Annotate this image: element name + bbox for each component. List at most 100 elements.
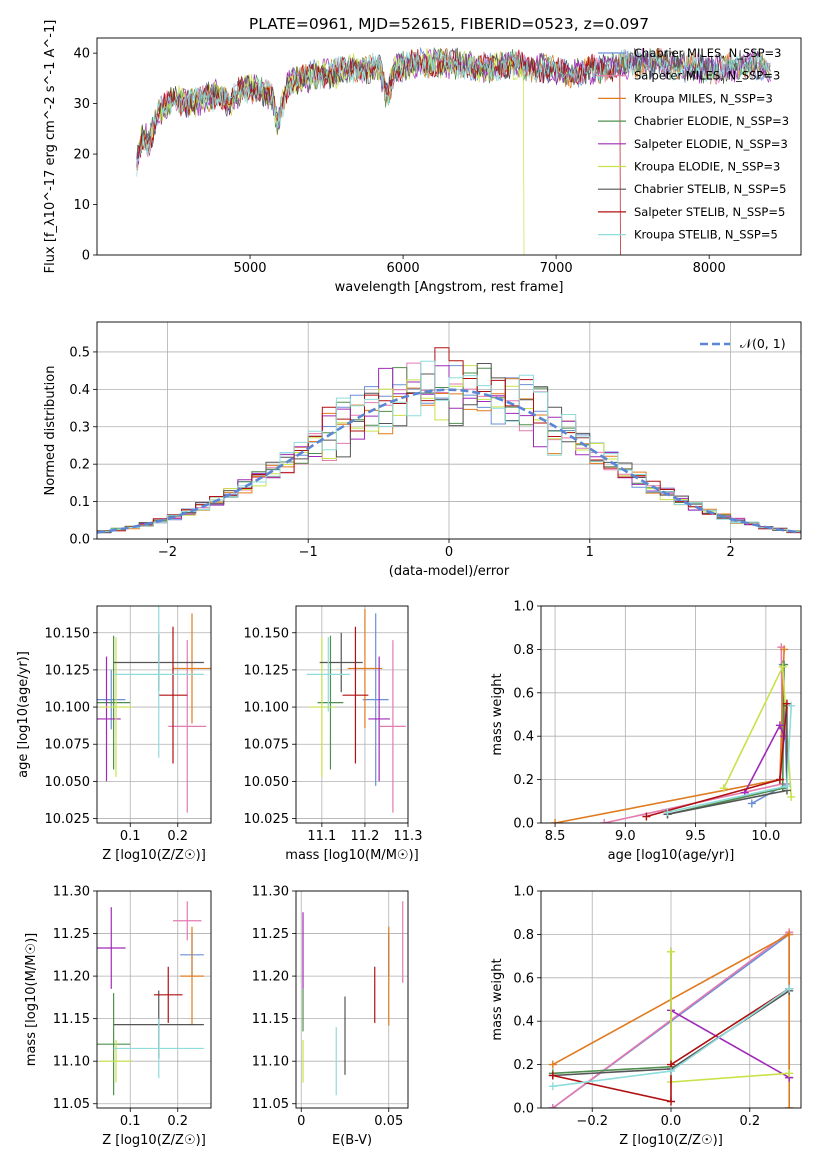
weight-vs-age-data [551,643,796,823]
spectrum-frame-group: 5000 6000 7000 8000 0 10 20 30 40 wavelength [Ang… [43,20,802,295]
weight-vs-Z-frame-group: −0.2 0.0 0.2 0.0 0.2 0.4 0.6 0.8 1.0 Z [log10(Z/Z… [490,885,802,1148]
spectrum-xtick-label: 7000 [540,261,573,276]
mass-vs-Z-ytick-label: 11.25 [53,927,90,942]
age-vs-mass-data [306,608,406,813]
mass-vs-Z-axes: 0.1 0.2 11.05 11.10 11.15 11.20 11.25 11.30 Z [l… [24,885,212,1148]
mass-vs-EBV-ytick-label: 11.15 [252,1012,289,1027]
age-vs-Z-ylabel: age [log10(age/yr)] [16,651,31,778]
weight-marker [778,662,787,671]
mass-vs-Z-xlabel: Z [log10(Z/Z☉)] [102,1133,206,1148]
weight-marker [785,1104,794,1108]
weight-vs-age-ytick-label: 0.4 [513,730,534,745]
weight-vs-age-frame [540,605,802,824]
residuals-xlabel: (data-model)/error [389,564,510,579]
residuals-xtick-label: −2 [158,545,177,560]
age-vs-mass-frame [295,605,409,824]
legend-entry: Salpeter ELODIE, N_SSP=3 [634,137,788,151]
legend-entry: Kroupa MILES, N_SSP=3 [634,91,773,105]
mass-vs-Z-xtick-label: 0.2 [167,1114,188,1129]
weight-marker [548,1082,557,1091]
legend-entry: Salpeter STELIB, N_SSP=5 [634,205,785,219]
weight-vs-Z-xtick-label: −0.2 [576,1114,608,1129]
spectrum-xtick-label: 8000 [693,261,726,276]
mass-vs-EBV-xlabel: E(B-V) [332,1133,372,1148]
age-vs-Z-ytick-label: 10.050 [45,775,91,790]
weight-marker [551,819,560,823]
weight-vs-age-ylabel: mass weight [490,673,505,755]
age-vs-mass-xlabel: mass [log10(M/M☉)] [285,848,418,863]
age-vs-Z-xlabel: Z [log10(Z/Z☉)] [102,848,206,863]
age-vs-mass-ytick-label: 10.100 [244,701,290,716]
weight-marker [667,1067,675,1076]
legend-entry: Kroupa ELODIE, N_SSP=3 [634,160,780,174]
weight-vs-Z-data [548,928,794,1108]
spectrum-ytick-label: 30 [73,97,90,112]
weight-vs-age-xtick-label: 9.0 [615,829,636,844]
age-vs-Z-axes: 0.1 0.2 10.025 10.050 10.075 10.100 10.125 10.1… [16,605,212,863]
weight-line [552,987,790,1103]
age-vs-mass-frame-group: 11.1 11.2 11.3 10.025 10.050 10.075 10.100 10.1… [244,605,422,863]
weight-marker [548,1060,557,1069]
weight-vs-Z-ylabel: mass weight [490,958,505,1040]
weight-marker [548,1071,557,1080]
legend-entry: Salpeter MILES, N_SSP=3 [634,69,780,83]
spectrum-xlabel: wavelength [Angstrom, rest frame] [335,280,564,295]
age-vs-Z-frame [96,605,212,824]
age-vs-Z-ytick-label: 10.125 [45,663,91,678]
spectrum-ytick-label: 10 [73,198,90,213]
mass-vs-EBV-frame-group: 0 0.05 11.05 11.10 11.15 11.20 11.25 11.30 E(B-V… [252,885,409,1148]
mass-vs-EBV-axes: 0 0.05 11.05 11.10 11.15 11.20 11.25 11.30 E(B-V… [252,885,409,1148]
weight-vs-age-axes: 8.5 9.0 9.5 10.0 0.0 0.2 0.4 0.6 0.8 1.0 age [log1… [490,600,802,863]
mass-vs-Z-data [97,901,204,1096]
weight-marker [782,782,791,791]
spectrum-data [136,46,771,255]
weight-vs-Z-ytick-label: 0.2 [513,1058,534,1073]
age-vs-mass-axes: 11.1 11.2 11.3 10.025 10.050 10.075 10.100 10.1… [244,605,422,863]
age-vs-Z-ytick-label: 10.150 [45,626,91,641]
mass-vs-Z-ytick-label: 11.20 [53,970,90,985]
spectrum-line-salpeter-elodie [136,47,771,168]
age-vs-mass-xtick-label: 11.2 [350,829,379,844]
age-vs-Z-ytick-label: 10.075 [45,738,91,753]
normal-reference-curve [97,388,801,534]
residuals-axes: −2 −1 0 1 2 0.0 0.1 0.2 0.3 0.4 0.5 (data-model)/er… [43,321,802,579]
residuals-xtick-label: −1 [299,545,318,560]
weight-vs-age-xtick-label: 10.0 [751,829,780,844]
weight-vs-age-ytick-label: 0.0 [513,817,534,832]
weight-marker [667,1097,675,1106]
weight-vs-age-ytick-label: 0.2 [513,773,534,788]
mass-vs-Z-ytick-label: 11.15 [53,1012,90,1027]
spectrum-ytick-label: 40 [73,47,90,62]
residuals-ytick-label: 0.4 [69,383,90,398]
residuals-ytick-label: 0.3 [69,420,90,435]
mass-vs-EBV-ytick-label: 11.25 [252,927,289,942]
mass-vs-EBV-data [302,901,404,1096]
residuals-xtick-label: 0 [445,545,453,560]
mass-vs-Z-ytick-label: 11.05 [53,1097,90,1112]
age-vs-mass-ytick-label: 10.150 [244,626,290,641]
histogram-chabrier-stelib [97,363,801,534]
weight-vs-Z-xlabel: Z [log10(Z/Z☉)] [619,1133,723,1148]
age-vs-mass-ytick-label: 10.025 [244,812,290,827]
mass-vs-EBV-frame [295,890,409,1109]
spectrum-line-kroupa-stelib [136,48,771,177]
mass-vs-EBV-ytick-label: 11.05 [252,1097,289,1112]
spectrum-frame [96,37,802,256]
spectrum-axes: 5000 6000 7000 8000 0 10 20 30 40 wavelength [Ang… [43,20,802,295]
mass-vs-Z-ylabel: mass [log10(M/M☉)] [24,933,39,1066]
weight-marker [642,812,651,821]
weight-marker [780,645,789,654]
weight-vs-age-ytick-label: 0.6 [513,686,534,701]
weight-vs-age-frame-group: 8.5 9.0 9.5 10.0 0.0 0.2 0.4 0.6 0.8 1.0 age [log1… [490,600,802,863]
histogram-salpeter-stelib [97,347,801,534]
spectrum-legend: Chabrier MILES, N_SSP=3 Salpeter MILES, N… [598,46,789,242]
mass-vs-Z-frame-group: 0.1 0.2 11.05 11.10 11.15 11.20 11.25 11.30 Z [l… [24,885,212,1148]
mass-vs-Z-ytick-label: 11.30 [53,885,90,900]
spectrum-ytick-label: 0 [82,249,90,264]
spectrum-ytick-label: 20 [73,148,90,163]
mass-vs-EBV-ytick-label: 11.10 [252,1055,289,1070]
weight-marker [782,699,791,708]
weight-vs-Z-ytick-label: 0.4 [513,1015,534,1030]
legend-entry: Chabrier ELODIE, N_SSP=3 [634,114,789,128]
